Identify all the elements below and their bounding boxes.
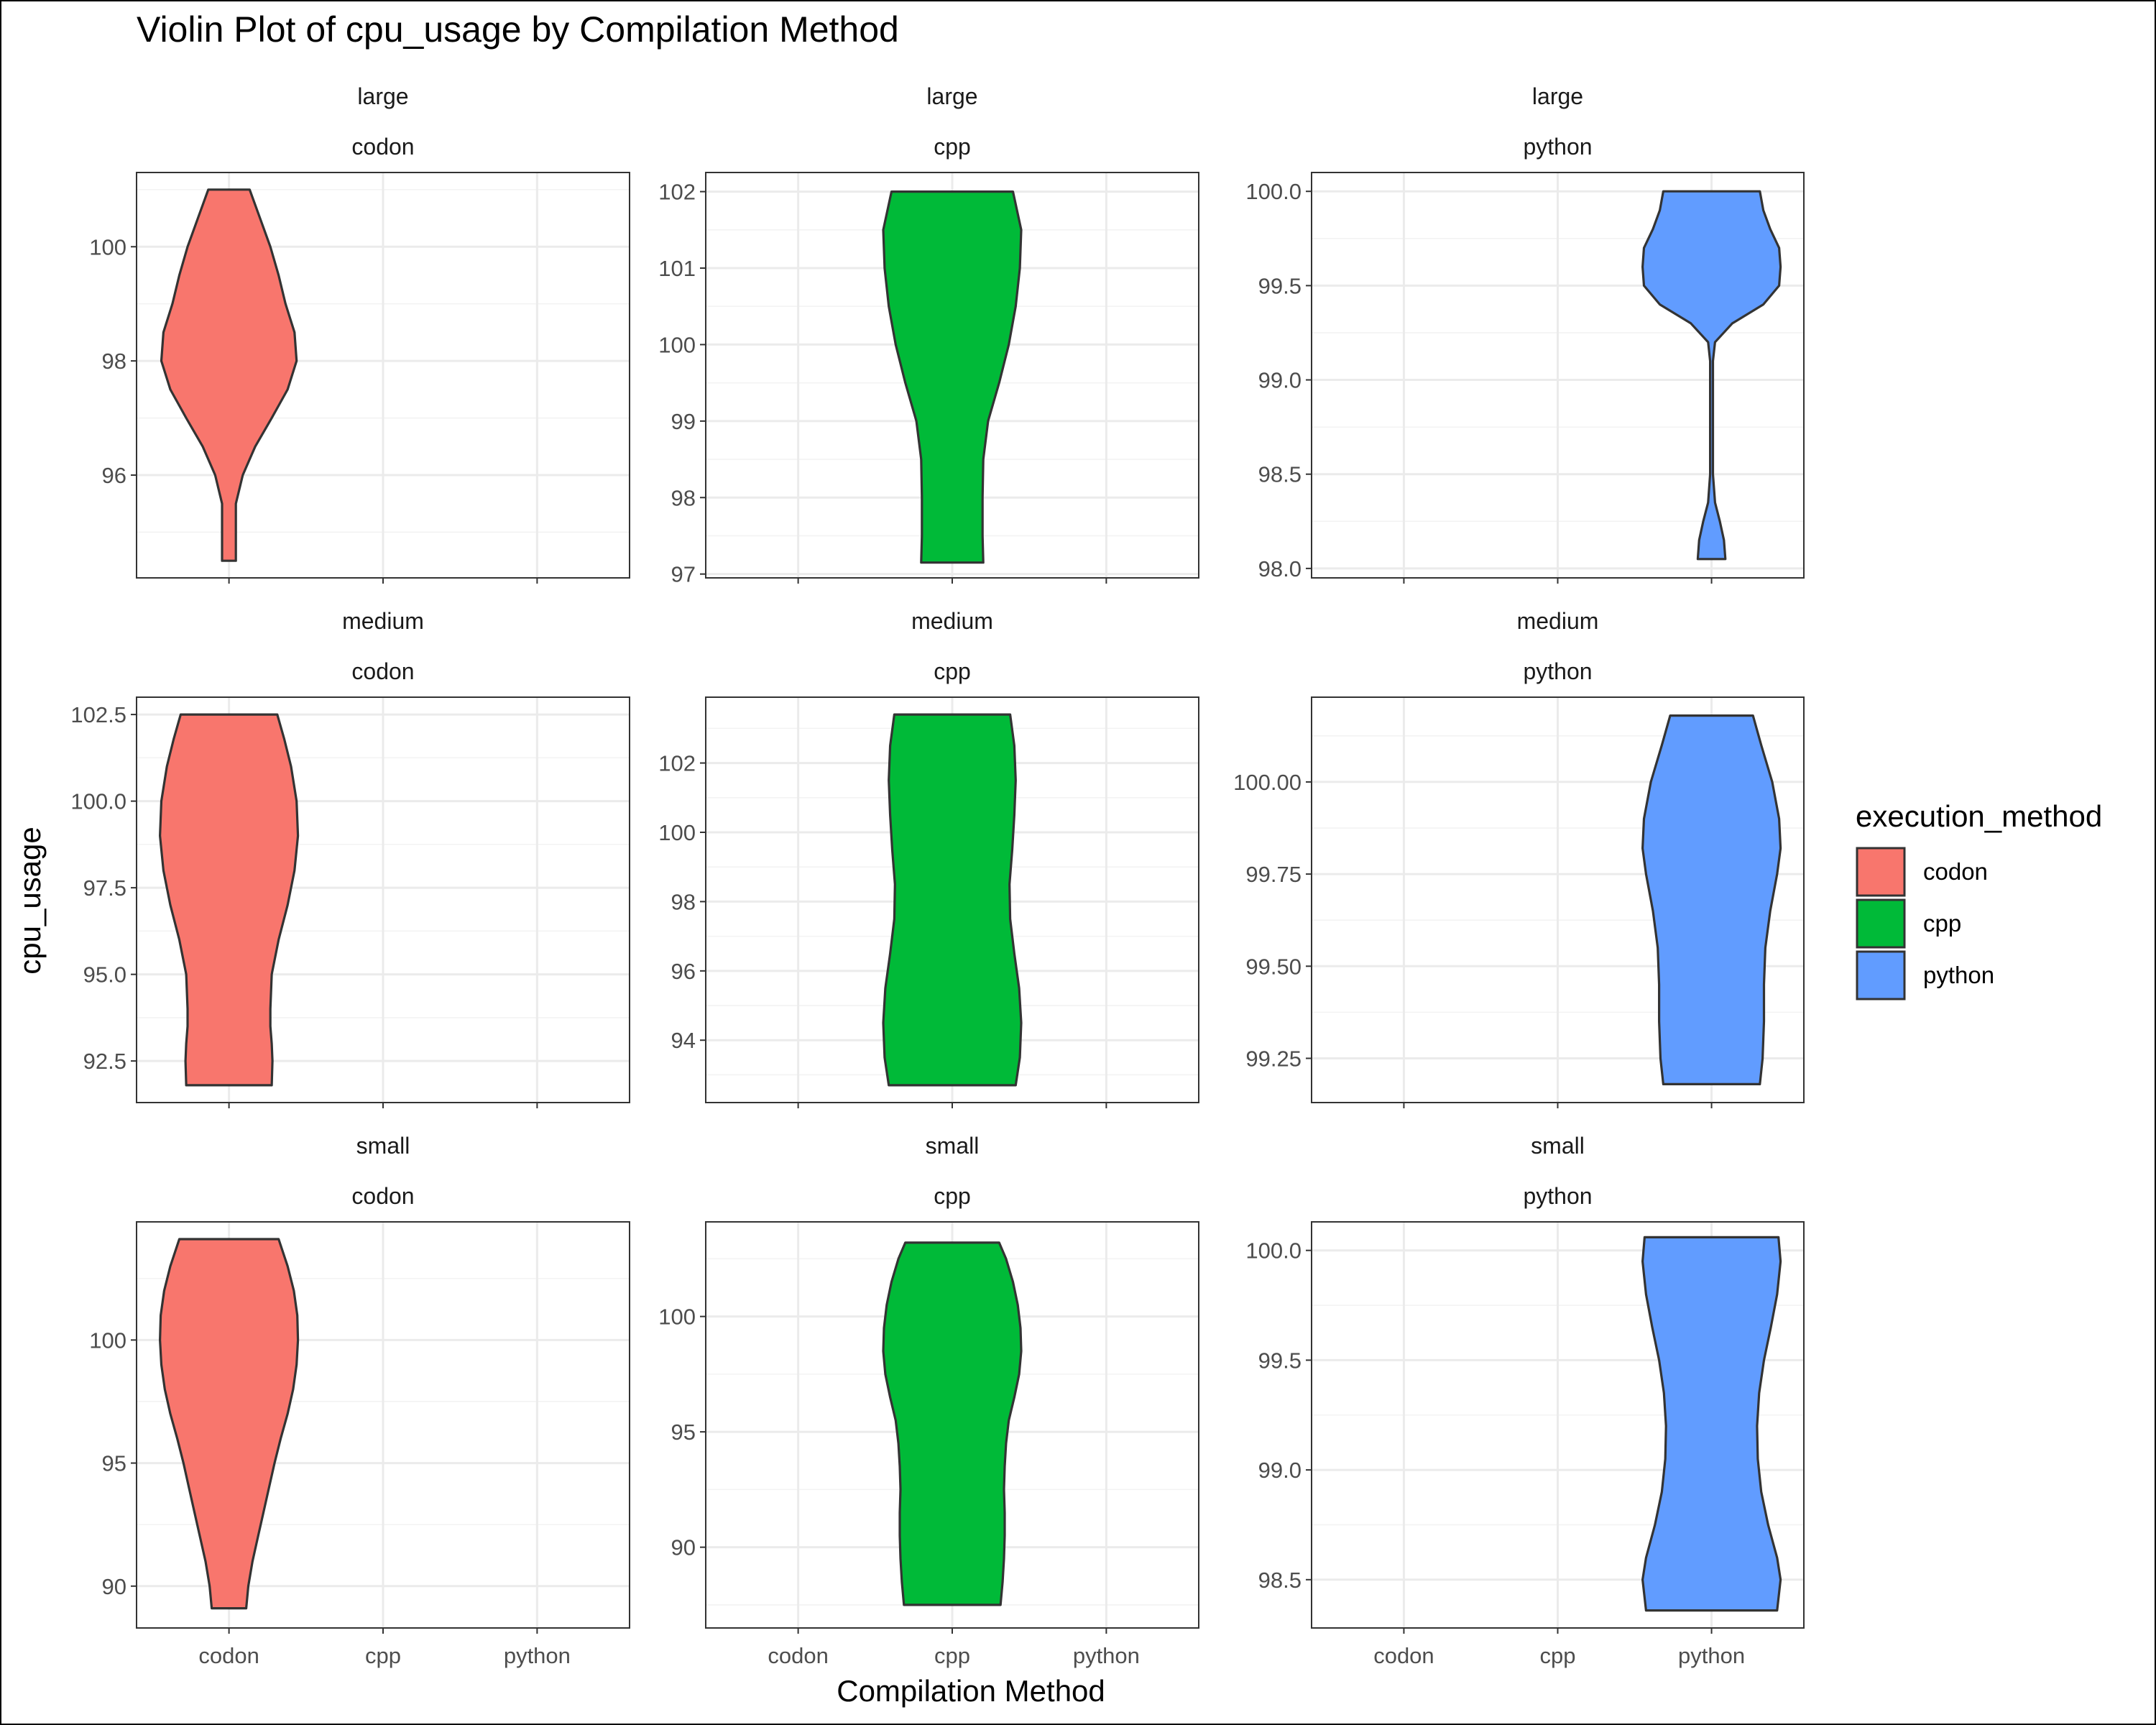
legend-title: execution_method (1856, 799, 2102, 833)
y-tick-label: 95 (671, 1420, 696, 1445)
x-tick-label: cpp (365, 1643, 401, 1668)
y-tick-label: 98.5 (1258, 1568, 1302, 1593)
panel-medium-codon: 92.5 95.0 97.5 100.0 102.5 medium codon (70, 608, 630, 1108)
y-tick-label: 102 (658, 180, 696, 205)
facet-row-label: small (356, 1133, 410, 1159)
legend-key-python (1856, 950, 1906, 1000)
y-tick-label: 90 (102, 1574, 126, 1599)
chart-title: Violin Plot of cpu_usage by Compilation … (137, 9, 899, 50)
y-tick-label: 101 (658, 256, 696, 281)
y-tick-label: 100.0 (1245, 179, 1302, 204)
y-tick-label: 99.75 (1245, 862, 1302, 887)
x-tick-label: python (504, 1643, 571, 1668)
legend-label-cpp: cpp (1923, 910, 1961, 937)
x-tick-label: cpp (934, 1643, 970, 1668)
y-tick-label: 95 (102, 1451, 126, 1476)
facet-col-label: cpp (934, 658, 971, 684)
facet-row-label: large (926, 83, 977, 109)
y-tick-label: 100 (658, 820, 696, 845)
panel-large-python: 98.0 98.5 99.0 99.5 100.0 large python (1245, 83, 1805, 584)
facet-row-label: small (926, 1133, 980, 1159)
y-tick-label: 100.0 (70, 789, 126, 814)
y-tick-label: 98 (671, 485, 696, 510)
facet-row-label: large (357, 83, 408, 109)
violin-large-python (1641, 190, 1782, 561)
y-tick-label: 99.5 (1258, 273, 1302, 298)
legend: execution_method codon cpp python (1856, 799, 2102, 1000)
y-tick-label: 100 (658, 1305, 696, 1330)
y-tick-label: 97 (671, 562, 696, 587)
y-tick-label: 100 (658, 332, 696, 357)
violin-small-python (1641, 1236, 1782, 1612)
facet-col-label: python (1523, 658, 1592, 684)
y-tick-label: 96 (102, 463, 126, 488)
facet-row-label: medium (1517, 608, 1599, 634)
panel-medium-python: 99.25 99.50 99.75 100.00 medium python (1233, 608, 1805, 1108)
panel-small-cpp: 90 95 100 codon cpp python small cpp (658, 1133, 1199, 1668)
violin-medium-cpp (882, 713, 1023, 1087)
facet-row-label: large (1532, 83, 1583, 109)
y-tick-label: 99.5 (1258, 1348, 1302, 1373)
x-tick-label: python (1678, 1643, 1745, 1668)
legend-label-python: python (1923, 962, 1994, 988)
facet-col-label: codon (351, 1183, 414, 1209)
panel-large-cpp: 97 98 99 100 101 102 large cpp (658, 83, 1199, 587)
y-tick-label: 98 (671, 889, 696, 914)
facet-col-label: python (1523, 1183, 1592, 1209)
legend-key-cpp (1856, 898, 1906, 949)
violin-small-codon (159, 1238, 300, 1610)
legend-label-codon: codon (1923, 858, 1988, 885)
panel-small-python: 98.5 99.0 99.5 100.0 codon cpp python small pyth… (1245, 1133, 1805, 1668)
facet-col-label: python (1523, 134, 1592, 160)
violin-small-cpp (882, 1241, 1023, 1606)
y-tick-label: 98.5 (1258, 462, 1302, 487)
x-tick-label: codon (768, 1643, 828, 1668)
y-tick-label: 98.0 (1258, 556, 1302, 581)
panel-large-codon: 96 98 100 large codon (89, 83, 630, 584)
y-tick-label: 94 (671, 1028, 696, 1053)
y-tick-label: 100 (89, 1328, 126, 1353)
y-tick-label: 100 (89, 234, 126, 259)
y-tick-label: 96 (671, 959, 696, 984)
x-tick-label: python (1073, 1643, 1140, 1668)
x-tick-label: codon (1373, 1643, 1434, 1668)
y-tick-label: 99.0 (1258, 368, 1302, 393)
facet-panels: 96 98 100 large codon 97 98 99 100 101 102 large cpp… (70, 83, 1805, 1668)
y-tick-label: 98 (102, 349, 126, 374)
y-tick-label: 102.5 (70, 702, 126, 727)
x-tick-label: codon (198, 1643, 259, 1668)
y-tick-label: 99.0 (1258, 1458, 1302, 1483)
violin-large-cpp (882, 190, 1023, 564)
violin-large-codon (160, 188, 298, 562)
y-tick-label: 90 (671, 1535, 696, 1560)
facet-row-label: medium (342, 608, 424, 634)
panel-small-codon: 90 95 100 codon cpp python small codon (89, 1133, 630, 1668)
violin-medium-python (1641, 714, 1782, 1085)
facet-col-label: cpp (934, 134, 971, 160)
facet-col-label: codon (351, 134, 414, 160)
y-tick-label: 99 (671, 409, 696, 434)
facet-row-label: small (1531, 1133, 1585, 1159)
y-tick-label: 102 (658, 751, 696, 776)
x-tick-label: cpp (1540, 1643, 1576, 1668)
y-tick-label: 100.00 (1233, 770, 1302, 795)
facet-row-label: medium (911, 608, 993, 634)
y-tick-label: 92.5 (83, 1049, 126, 1074)
panel-medium-cpp: 94 96 98 100 102 medium cpp (658, 608, 1199, 1108)
y-tick-label: 99.50 (1245, 954, 1302, 979)
y-axis-title: cpu_usage (13, 827, 47, 975)
y-tick-label: 99.25 (1245, 1046, 1302, 1071)
legend-key-codon (1856, 847, 1906, 897)
facet-col-label: cpp (934, 1183, 971, 1209)
violin-medium-codon (159, 713, 300, 1087)
y-tick-label: 97.5 (83, 875, 126, 901)
x-axis-title: Compilation Method (837, 1674, 1105, 1708)
y-tick-label: 95.0 (83, 962, 126, 988)
facet-col-label: codon (351, 658, 414, 684)
y-tick-label: 100.0 (1245, 1238, 1302, 1264)
